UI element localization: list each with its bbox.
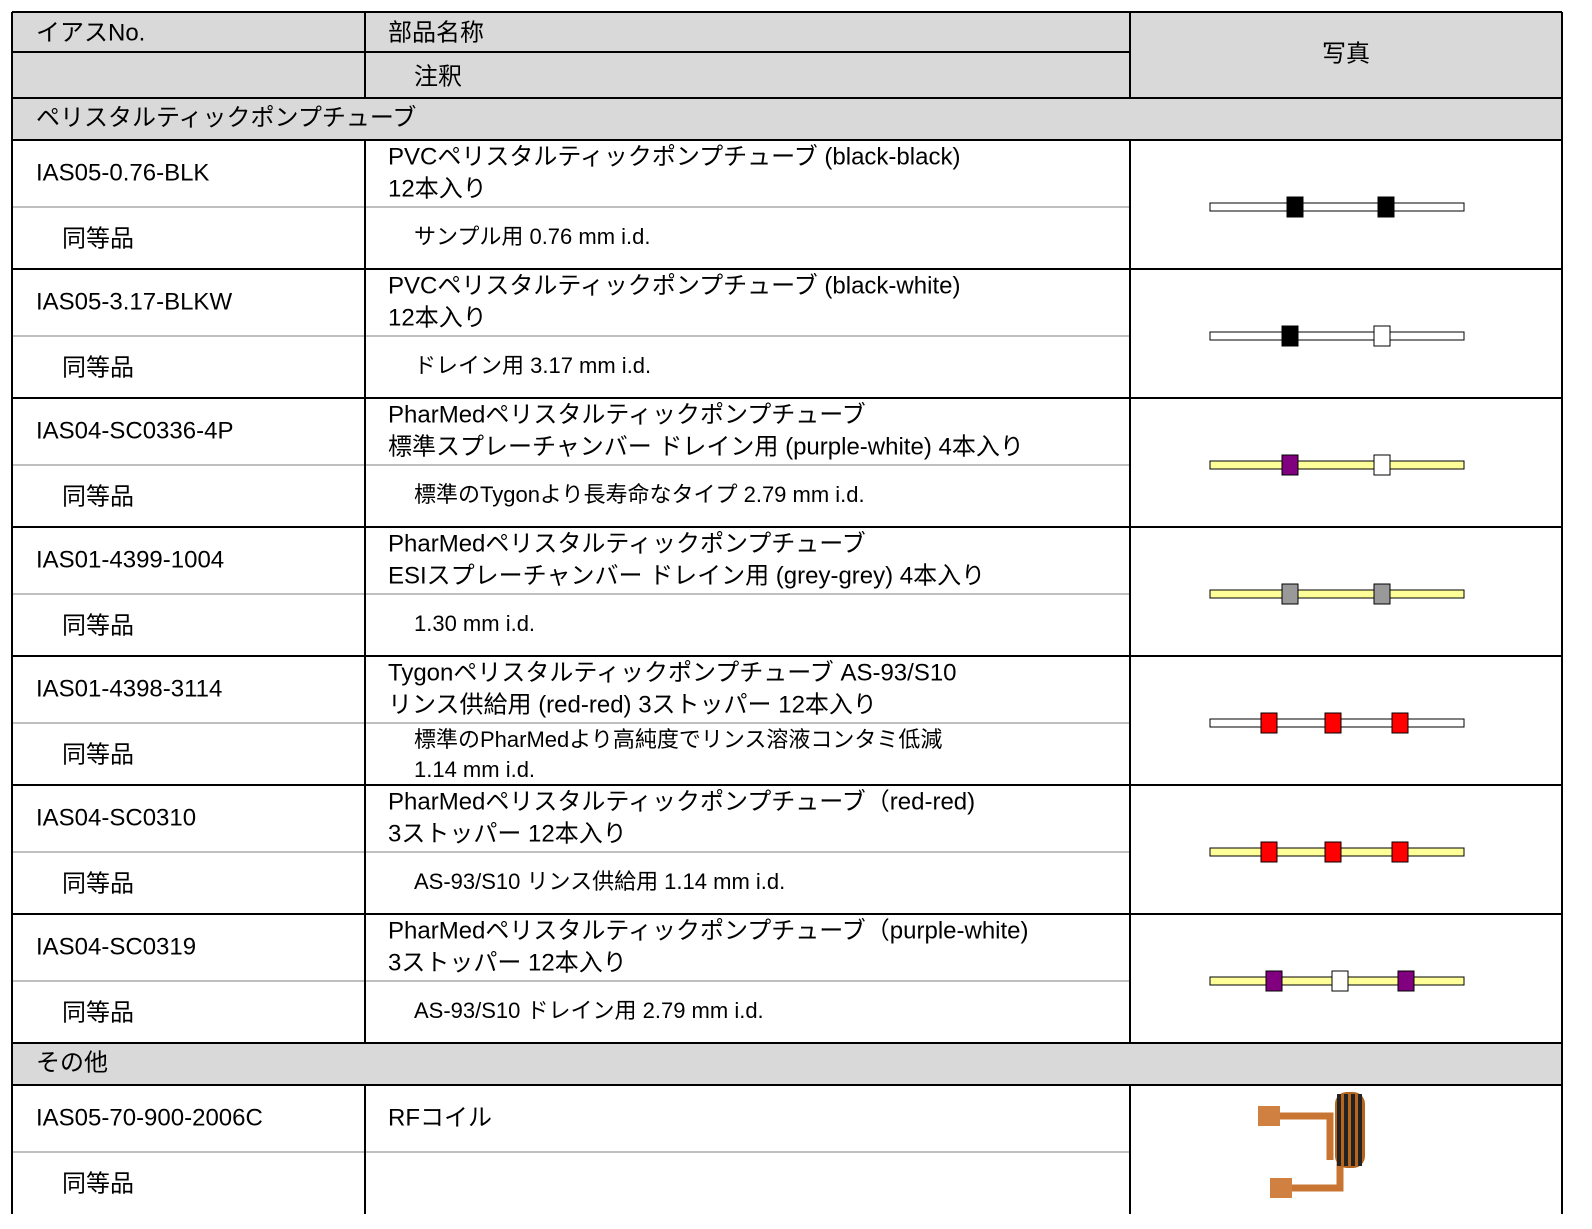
header-cell: イアスNo. <box>36 19 145 46</box>
part-no: IAS05-3.17-BLKW <box>36 288 232 315</box>
tube <box>1209 202 1465 212</box>
part-name: 3ストッパー 12本入り <box>388 949 627 976</box>
section-bg <box>12 98 1562 140</box>
part-no: IAS05-70-900-2006C <box>36 1104 263 1131</box>
stopper <box>1324 841 1342 863</box>
coil-ring <box>1337 1094 1341 1166</box>
coil-nut <box>1270 1178 1292 1198</box>
stopper <box>1331 970 1349 992</box>
part-name: PVCペリスタルティックポンプチューブ (black-black) <box>388 143 960 170</box>
coil-body <box>1335 1092 1365 1168</box>
equivalent: 同等品 <box>62 999 134 1026</box>
stopper <box>1281 325 1299 347</box>
part-no: IAS01-4398-3114 <box>36 675 222 702</box>
note: 1.14 mm i.d. <box>414 757 535 782</box>
note: AS-93/S10 ドレイン用 2.79 mm i.d. <box>414 998 764 1023</box>
note: 1.30 mm i.d. <box>414 611 535 636</box>
part-name: PVCペリスタルティックポンプチューブ (black-white) <box>388 272 960 299</box>
equivalent: 同等品 <box>62 612 134 639</box>
header-bg <box>12 12 1562 98</box>
part-no: IAS04-SC0319 <box>36 933 196 960</box>
equivalent: 同等品 <box>62 225 134 252</box>
note: AS-93/S10 リンス供給用 1.14 mm i.d. <box>414 869 785 894</box>
equivalent: 同等品 <box>62 1170 134 1197</box>
equivalent: 同等品 <box>62 870 134 897</box>
stopper <box>1281 583 1299 605</box>
coil-ring <box>1351 1094 1355 1166</box>
part-no: IAS04-SC0336-4P <box>36 417 233 444</box>
part-name: 3ストッパー 12本入り <box>388 820 627 847</box>
note: ドレイン用 3.17 mm i.d. <box>414 353 651 378</box>
part-no: IAS04-SC0310 <box>36 804 196 831</box>
part-name: 標準スプレーチャンバー ドレイン用 (purple-white) 4本入り <box>388 433 1024 460</box>
stopper <box>1265 970 1283 992</box>
tube <box>1209 460 1465 470</box>
part-name: リンス供給用 (red-red) 3ストッパー 12本入り <box>388 691 877 718</box>
header-cell: 部品名称 <box>388 19 484 46</box>
equivalent: 同等品 <box>62 741 134 768</box>
note: サンプル用 0.76 mm i.d. <box>414 224 651 249</box>
section-title: ペリスタルティックポンプチューブ <box>36 104 416 131</box>
stopper <box>1281 454 1299 476</box>
stopper <box>1324 712 1342 734</box>
note: 標準のPharMedより高純度でリンス溶液コンタミ低減 <box>414 727 942 752</box>
stopper <box>1391 712 1409 734</box>
header-cell: 注釈 <box>414 63 462 90</box>
stopper <box>1373 325 1391 347</box>
part-name: RFコイル <box>388 1104 492 1131</box>
coil-lead <box>1270 1112 1344 1192</box>
note: 標準のTygonより長寿命なタイプ 2.79 mm i.d. <box>414 482 865 507</box>
part-name: 12本入り <box>388 175 487 202</box>
part-name: ESIスプレーチャンバー ドレイン用 (grey-grey) 4本入り <box>388 562 985 589</box>
stopper <box>1260 712 1278 734</box>
coil-ring <box>1344 1094 1348 1166</box>
part-no: IAS05-0.76-BLK <box>36 159 209 186</box>
stopper <box>1373 583 1391 605</box>
section-bg <box>12 1043 1562 1085</box>
coil-ring <box>1358 1094 1362 1166</box>
header-cell: 写真 <box>1322 40 1370 67</box>
part-name: PharMedペリスタルティックポンプチューブ <box>388 401 866 428</box>
part-name: PharMedペリスタルティックポンプチューブ（purple-white) <box>388 917 1029 944</box>
stopper <box>1377 196 1395 218</box>
stopper <box>1373 454 1391 476</box>
part-name: PharMedペリスタルティックポンプチューブ（red-red) <box>388 788 975 815</box>
stopper <box>1397 970 1415 992</box>
part-no: IAS01-4399-1004 <box>36 546 224 573</box>
stopper <box>1391 841 1409 863</box>
coil-nut <box>1258 1106 1280 1126</box>
part-name: Tygonペリスタルティックポンプチューブ AS-93/S10 <box>388 659 957 686</box>
part-name: PharMedペリスタルティックポンプチューブ <box>388 530 866 557</box>
stopper <box>1260 841 1278 863</box>
tube <box>1209 331 1465 341</box>
equivalent: 同等品 <box>62 483 134 510</box>
stopper <box>1286 196 1304 218</box>
section-title: その他 <box>36 1049 108 1076</box>
equivalent: 同等品 <box>62 354 134 381</box>
part-name: 12本入り <box>388 304 487 331</box>
tube <box>1209 589 1465 599</box>
